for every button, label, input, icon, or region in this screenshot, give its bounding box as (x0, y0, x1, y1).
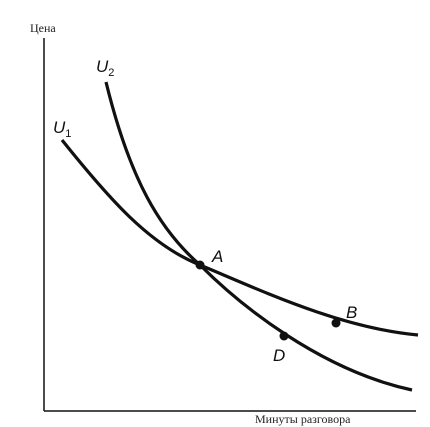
curve-letter: U (53, 118, 66, 137)
curve-subscript: 1 (65, 128, 71, 140)
y-axis-label: Цена (30, 21, 56, 35)
curve-u1-label: U1 (53, 118, 71, 140)
x-axis-label: Минуты разговора (255, 412, 351, 426)
point-a (195, 260, 205, 270)
point-label: D (273, 346, 285, 365)
curve-u2-label: U2 (96, 57, 114, 79)
point-b (331, 318, 341, 328)
point-label: A (211, 247, 223, 266)
curve-letter: U (96, 57, 109, 76)
point-label: B (346, 303, 357, 322)
point-d (279, 331, 289, 341)
curve-u1 (60, 139, 419, 337)
curve-subscript: 2 (108, 67, 114, 79)
